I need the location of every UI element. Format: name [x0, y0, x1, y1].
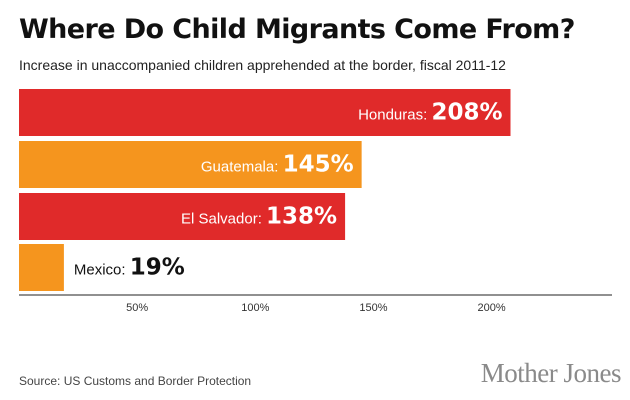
category-label: Guatemala: — [201, 159, 283, 176]
x-tick-label: 200% — [478, 302, 506, 314]
category-label: El Salvador: — [181, 211, 266, 228]
x-tick-label: 50% — [126, 302, 148, 314]
value-label: 138% — [266, 204, 337, 230]
x-tick-label: 150% — [359, 302, 387, 314]
chart-subtitle: Increase in unaccompanied children appre… — [19, 57, 506, 73]
bar-label: El Salvador: 138% — [181, 204, 337, 230]
bar-label: Honduras: 208% — [358, 100, 502, 126]
source-note: Source: US Customs and Border Protection — [19, 374, 252, 388]
chart-title: Where Do Child Migrants Come From? — [19, 14, 575, 45]
bar — [19, 193, 346, 240]
bar — [19, 141, 362, 188]
bar — [19, 89, 511, 136]
value-label: 145% — [283, 152, 354, 178]
bar — [19, 244, 64, 291]
publisher-logo: Mother Jones — [480, 358, 622, 388]
x-tick-label: 100% — [241, 302, 269, 314]
bar-label: Guatemala: 145% — [201, 152, 354, 178]
bar-label: Mexico: 19% — [74, 255, 185, 281]
category-label: Mexico: — [74, 262, 130, 279]
value-label: 19% — [130, 255, 185, 281]
category-label: Honduras: — [358, 107, 431, 124]
value-label: 208% — [431, 100, 502, 126]
